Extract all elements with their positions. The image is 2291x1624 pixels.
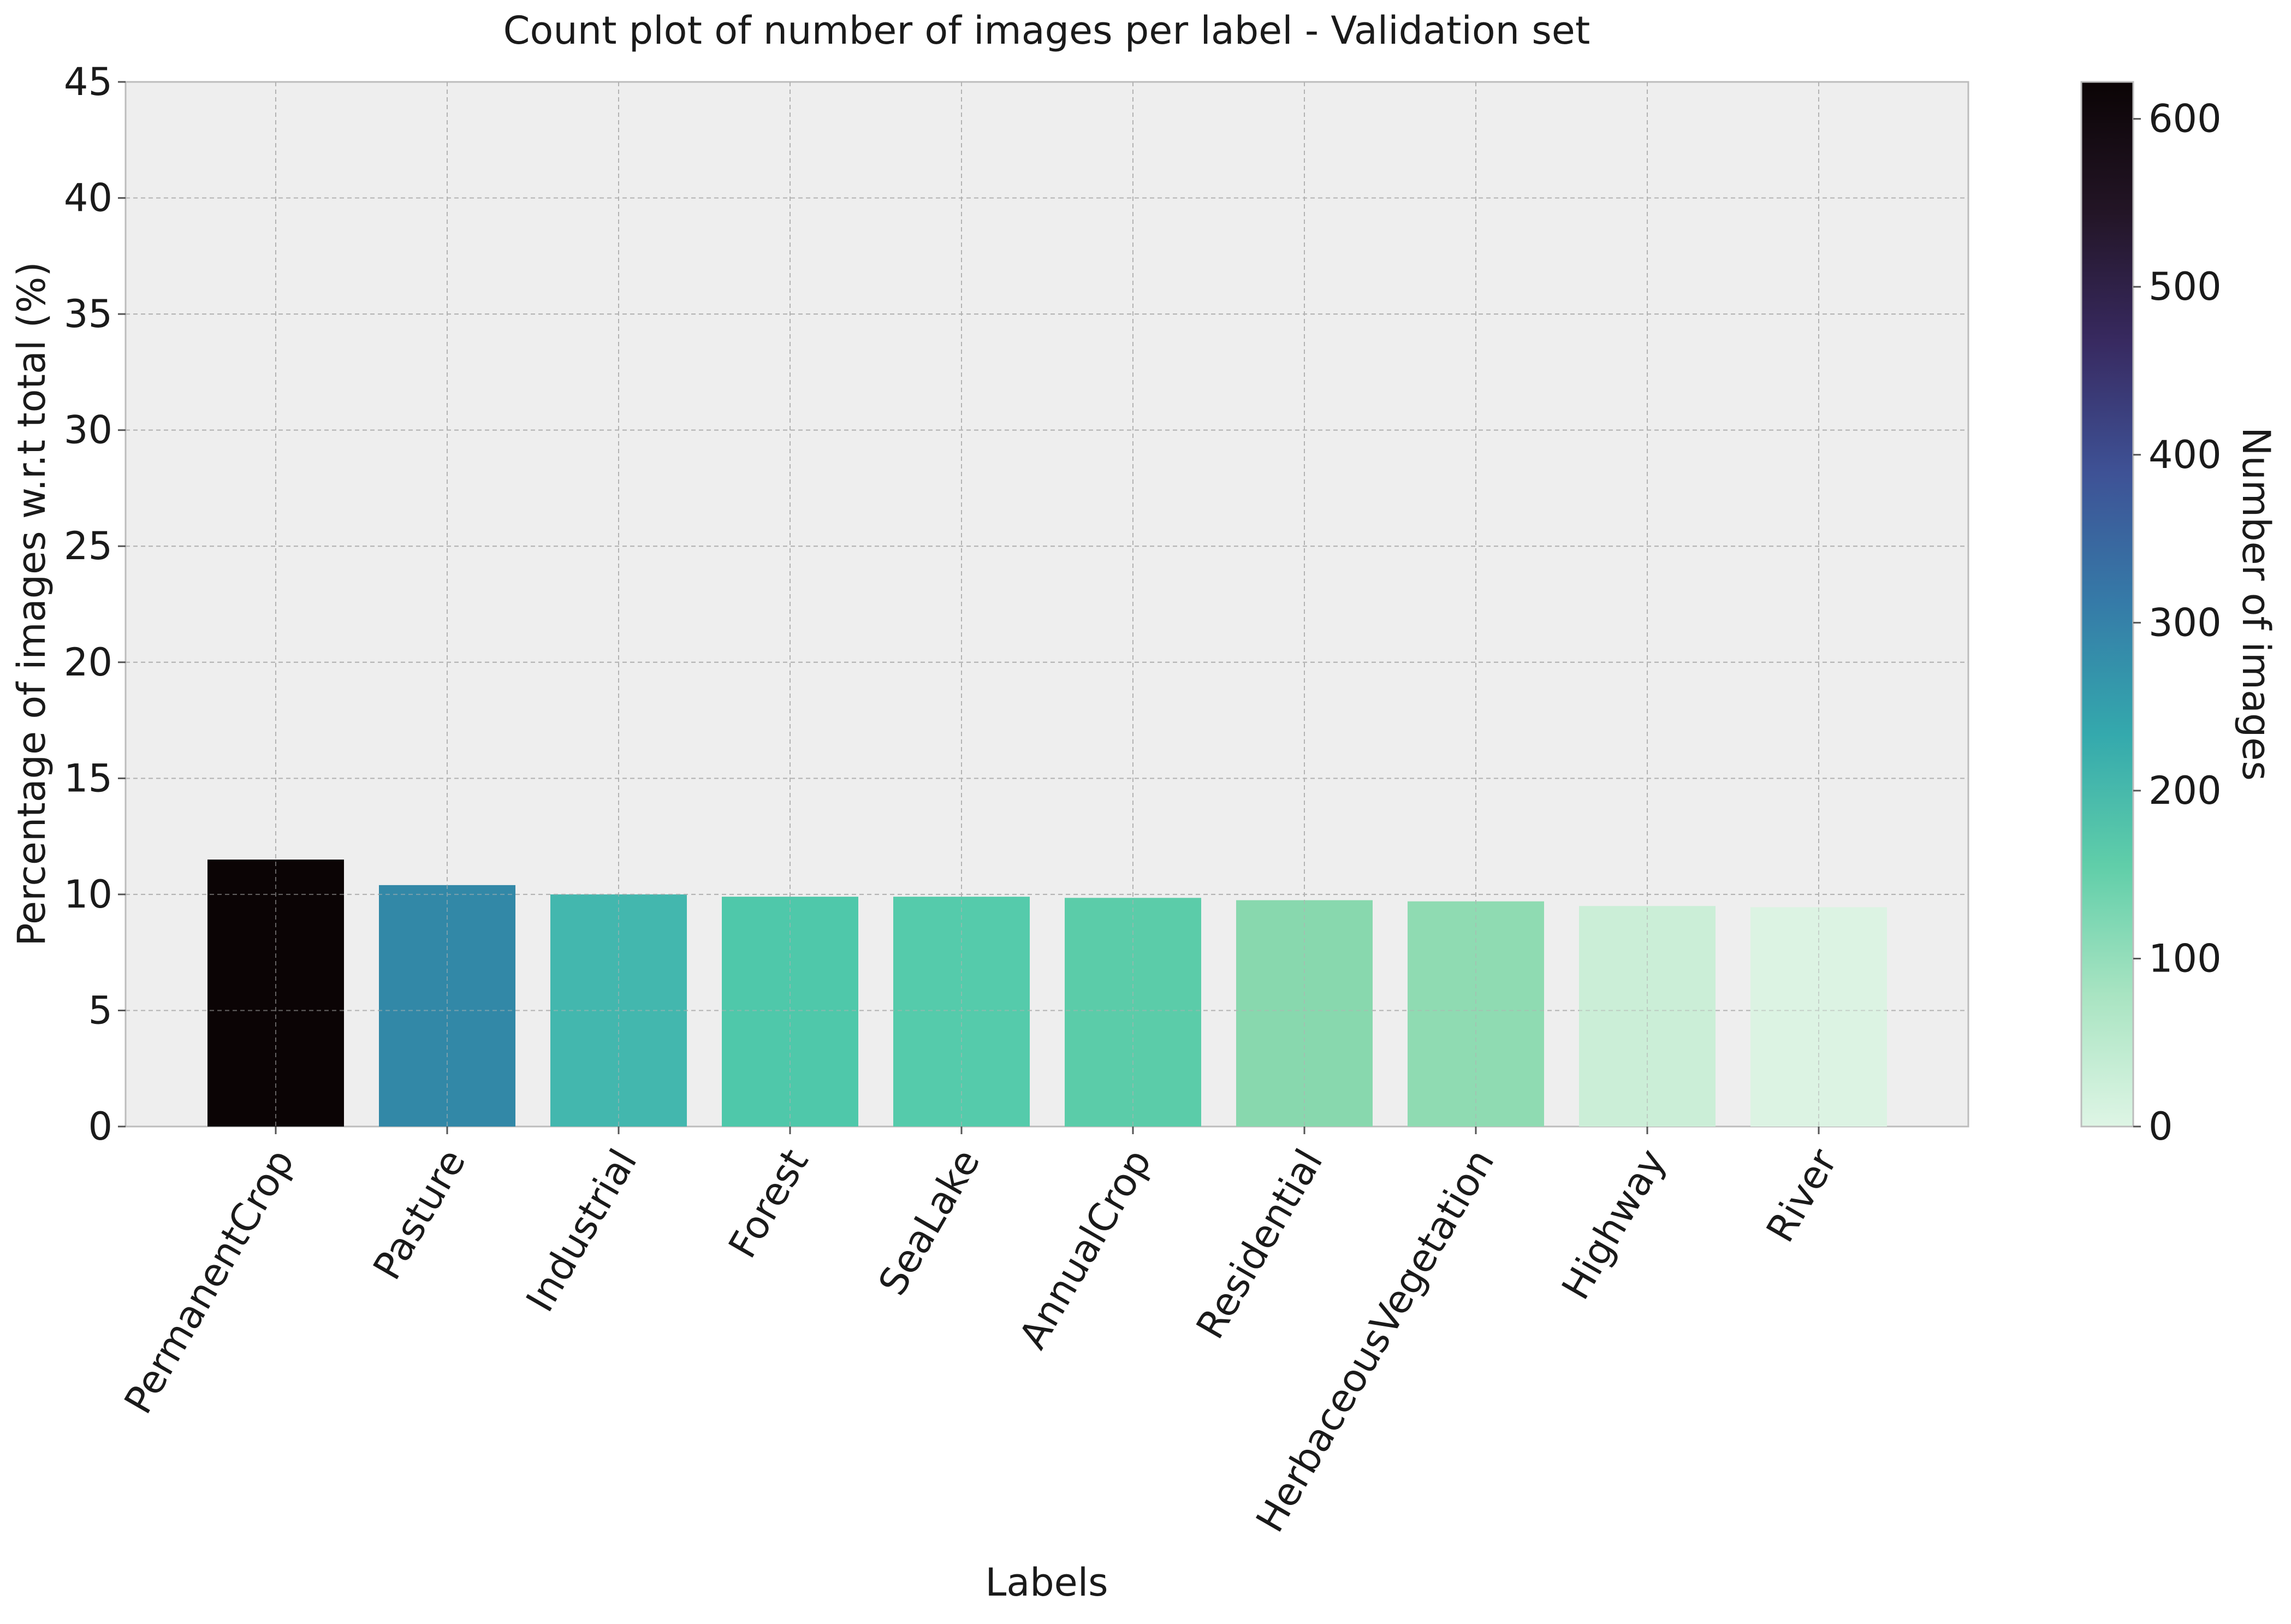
y-tick-label: 0 — [88, 1104, 112, 1149]
x-axis-label: Labels — [985, 1560, 1108, 1605]
y-tick-label: 45 — [64, 60, 112, 104]
colorbar-label: Number of images — [2234, 427, 2278, 781]
bars — [207, 860, 1887, 1127]
bar — [1065, 898, 1201, 1127]
colorbar-tick-label: 100 — [2148, 936, 2222, 981]
bar — [893, 897, 1030, 1127]
y-tick-label: 25 — [64, 524, 112, 568]
x-tick-label: AnnualCrop — [1010, 1142, 1160, 1356]
x-tick-label: Residential — [1188, 1142, 1332, 1347]
colorbar-ticks: 0 100 200 300 400 500 600 — [2133, 97, 2222, 1149]
x-tick-label: Highway — [1553, 1142, 1674, 1307]
colorbar-tick-label: 600 — [2148, 97, 2222, 141]
bar — [1236, 900, 1373, 1127]
x-tick-label: Forest — [720, 1142, 817, 1266]
y-tick-label: 15 — [64, 756, 112, 801]
y-tick-label: 35 — [64, 292, 112, 336]
colorbar-gradient — [2080, 81, 2134, 1128]
bar — [379, 885, 515, 1127]
bar — [722, 897, 858, 1127]
x-tick-label: Industrial — [518, 1142, 646, 1319]
y-tick-label: 40 — [64, 176, 112, 221]
x-tick-label: River — [1758, 1141, 1846, 1249]
x-tick-label: PermanentCrop — [116, 1142, 303, 1421]
colorbar-tick-label: 300 — [2148, 600, 2222, 645]
x-tick-label: Pasture — [364, 1142, 474, 1288]
y-tick-label: 20 — [64, 640, 112, 685]
y-axis-label: Percentage of images w.r.t total (%) — [9, 262, 54, 946]
y-axis: 0 5 10 15 20 25 30 35 40 45 — [64, 60, 126, 1149]
colorbar-tick-label: 500 — [2148, 264, 2222, 309]
y-tick-label: 10 — [64, 872, 112, 917]
grid — [126, 82, 1968, 1127]
chart-title: Count plot of number of images per label… — [503, 8, 1590, 53]
colorbar-tick-label: 200 — [2148, 768, 2222, 813]
colorbar-tick-label: 400 — [2148, 432, 2222, 477]
x-axis: PermanentCrop Pasture Industrial Forest SeaL… — [116, 1127, 1846, 1540]
colorbar: 0 100 200 300 400 500 600 Number of images — [2080, 81, 2278, 1149]
colorbar-tick-label: 0 — [2148, 1104, 2173, 1149]
x-tick-label: SeaLake — [870, 1142, 989, 1303]
y-tick-label: 30 — [64, 408, 112, 453]
y-tick-label: 5 — [88, 988, 112, 1033]
